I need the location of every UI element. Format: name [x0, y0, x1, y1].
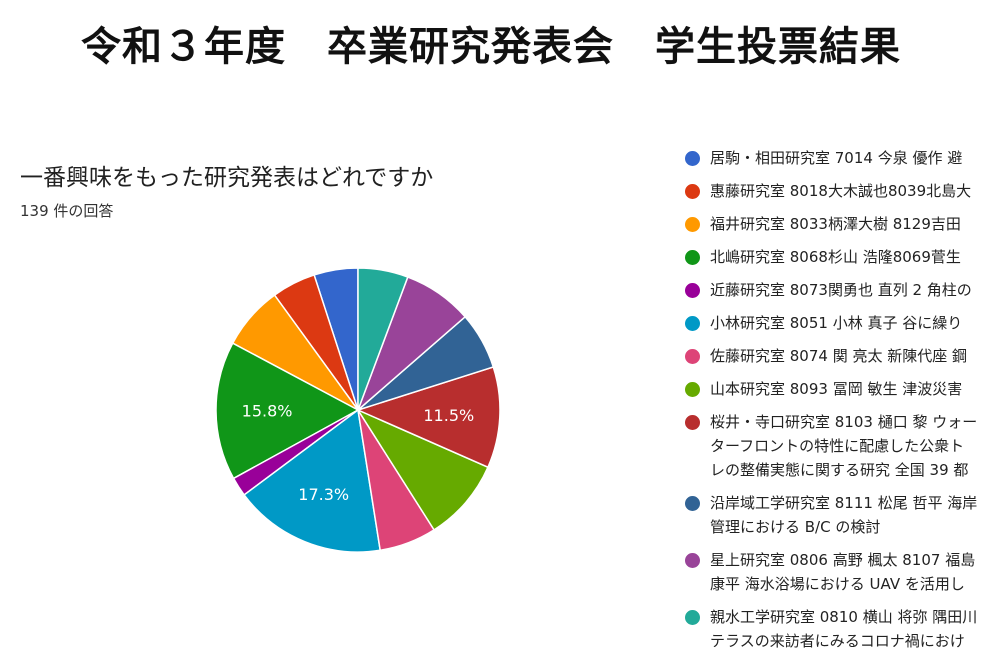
pie-slice[interactable] [356, 408, 489, 531]
legend-item[interactable]: 惠藤研究室 8018大木誠也8039北島大 [682, 179, 982, 203]
page-title: 令和３年度 卒業研究発表会 学生投票結果 [81, 23, 901, 70]
chart-legend: 居駒・相田研究室 7014 今泉 優作 避惠藤研究室 8018大木誠也8039北… [682, 146, 982, 662]
legend-color-swatch [685, 217, 700, 232]
legend-color-swatch [685, 349, 700, 364]
legend-label: 居駒・相田研究室 7014 今泉 優作 避 [710, 149, 963, 167]
legend-color-swatch [685, 316, 700, 331]
legend-color-swatch [685, 553, 700, 568]
legend-label: 沿岸域工学研究室 8111 松尾 哲平 海岸 管理における B/C の検討 [710, 494, 978, 536]
legend-color-swatch [685, 496, 700, 511]
legend-item[interactable]: 小林研究室 8051 小林 真子 谷に繰り [682, 311, 982, 335]
legend-item[interactable]: 佐藤研究室 8074 関 亮太 新陳代座 鋼 [682, 344, 982, 368]
legend-color-swatch [685, 283, 700, 298]
pie-slice[interactable] [215, 342, 360, 480]
legend-label: 佐藤研究室 8074 関 亮太 新陳代座 鋼 [710, 347, 968, 365]
response-count: 139 件の回答 [20, 202, 114, 220]
legend-color-swatch [685, 415, 700, 430]
legend-color-swatch [685, 151, 700, 166]
pie-slice[interactable] [355, 366, 501, 469]
chart-title: 一番興味をもった研究発表はどれですか [20, 165, 434, 191]
slice-data-label: 15.8% [242, 402, 293, 421]
legend-item[interactable]: 山本研究室 8093 冨岡 敏生 津波災害 [682, 377, 982, 401]
legend-label: 小林研究室 8051 小林 真子 谷に繰り [710, 314, 963, 332]
legend-label: 桜井・寺口研究室 8103 樋口 黎 ウォー ターフロントの特性に配慮した公衆ト… [710, 413, 978, 479]
legend-label: 近藤研究室 8073関勇也 直列 2 角柱の [710, 281, 972, 299]
legend-item[interactable]: 親水工学研究室 0810 横山 将弥 隅田川 テラスの来訪者にみるコロナ禍におけ [682, 605, 982, 653]
legend-item[interactable]: 星上研究室 0806 高野 楓太 8107 福島 康平 海水浴場における UAV… [682, 548, 982, 596]
legend-color-swatch [685, 184, 700, 199]
pie-slice[interactable] [243, 408, 382, 553]
pie-chart: 15.8% 17.3% 11.5% [215, 267, 501, 553]
legend-color-swatch [685, 610, 700, 625]
legend-label: 親水工学研究室 0810 横山 将弥 隅田川 テラスの来訪者にみるコロナ禍におけ [710, 608, 978, 650]
legend-color-swatch [685, 250, 700, 265]
legend-item[interactable]: 近藤研究室 8073関勇也 直列 2 角柱の [682, 278, 982, 302]
slice-data-label: 11.5% [423, 406, 474, 425]
legend-label: 星上研究室 0806 高野 楓太 8107 福島 康平 海水浴場における UAV… [710, 551, 976, 593]
slice-data-label: 17.3% [298, 485, 349, 504]
pie-slice[interactable] [357, 267, 409, 411]
legend-label: 福井研究室 8033柄澤大樹 8129吉田 [710, 215, 961, 233]
legend-item[interactable]: 福井研究室 8033柄澤大樹 8129吉田 [682, 212, 982, 236]
legend-item[interactable]: 北嶋研究室 8068杉山 浩隆8069菅生 [682, 245, 982, 269]
legend-label: 山本研究室 8093 冨岡 敏生 津波災害 [710, 380, 963, 398]
legend-label: 惠藤研究室 8018大木誠也8039北島大 [710, 182, 972, 200]
legend-item[interactable]: 沿岸域工学研究室 8111 松尾 哲平 海岸 管理における B/C の検討 [682, 491, 982, 539]
legend-label: 北嶋研究室 8068杉山 浩隆8069菅生 [710, 248, 961, 266]
legend-item[interactable]: 桜井・寺口研究室 8103 樋口 黎 ウォー ターフロントの特性に配慮した公衆ト… [682, 410, 982, 482]
legend-color-swatch [685, 382, 700, 397]
legend-item[interactable]: 居駒・相田研究室 7014 今泉 優作 避 [682, 146, 982, 170]
